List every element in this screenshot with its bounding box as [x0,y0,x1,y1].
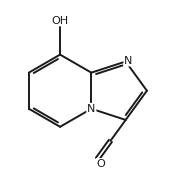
Text: OH: OH [52,16,69,26]
Text: N: N [124,56,133,66]
Text: O: O [96,159,105,169]
Text: N: N [87,104,95,114]
